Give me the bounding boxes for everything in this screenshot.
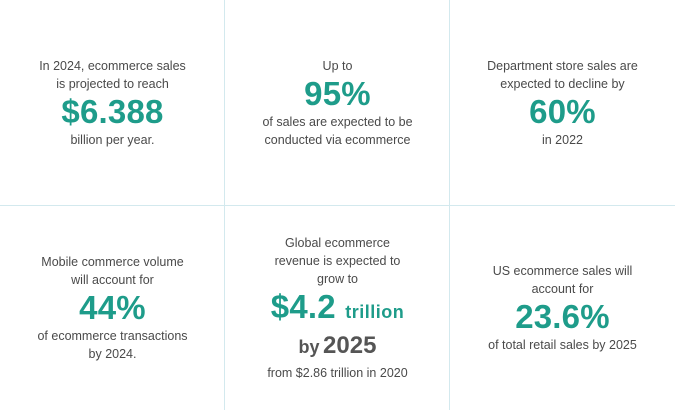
stat-text: conducted via ecommerce [264,132,411,147]
stat-sales-via-ecommerce: Up to 95% of sales are expected to be co… [225,0,450,205]
stat-value: 44% [79,288,146,326]
stat-department-store: Department store sales are expected to d… [450,0,675,205]
stat-text: Global ecommerce [285,235,390,250]
stat-text: US ecommerce sales will [492,263,633,278]
stat-text: by 2024. [88,346,137,361]
stat-text: billion per year. [70,132,155,147]
stat-ecommerce-sales: In 2024, ecommerce sales is projected to… [0,0,225,205]
stat-text: of ecommerce transactions [37,328,188,343]
stat-by-word: by [298,336,320,357]
stat-value: 95% [304,74,371,112]
stat-text: is projected to reach [56,76,169,91]
stat-global-revenue: Global ecommerce revenue is expected to … [225,205,450,410]
stat-year-line: by 2025 [299,331,377,364]
stat-text: will account for [71,272,154,287]
stat-year: 2025 [323,331,377,359]
stat-value-line: $4.2 trillion [271,288,404,331]
stat-text: expected to decline by [500,76,625,91]
stat-value: $4.2 [270,287,336,325]
stat-text: of total retail sales by 2025 [488,337,637,352]
stat-value: 60% [529,92,596,130]
stat-mobile-commerce: Mobile commerce volume will account for … [0,205,225,410]
stat-text: in 2022 [541,132,583,147]
stat-text: of sales are expected to be [262,114,413,129]
stat-unit: trillion [345,301,405,322]
stat-text: Department store sales are [487,58,638,73]
stat-text: revenue is expected to [274,253,401,268]
stat-text: Up to [322,58,353,73]
stat-text: grow to [317,271,358,286]
stat-us-retail: US ecommerce sales will account for 23.6… [450,205,675,410]
stat-value: 23.6% [515,297,610,335]
stat-text: Mobile commerce volume [41,254,184,269]
stat-text: from $2.86 trillion in 2020 [267,365,408,380]
divider-horizontal [0,205,675,206]
stat-value: $6.388 [61,92,164,130]
stat-text: In 2024, ecommerce sales [39,58,186,73]
stat-text: account for [531,281,594,296]
